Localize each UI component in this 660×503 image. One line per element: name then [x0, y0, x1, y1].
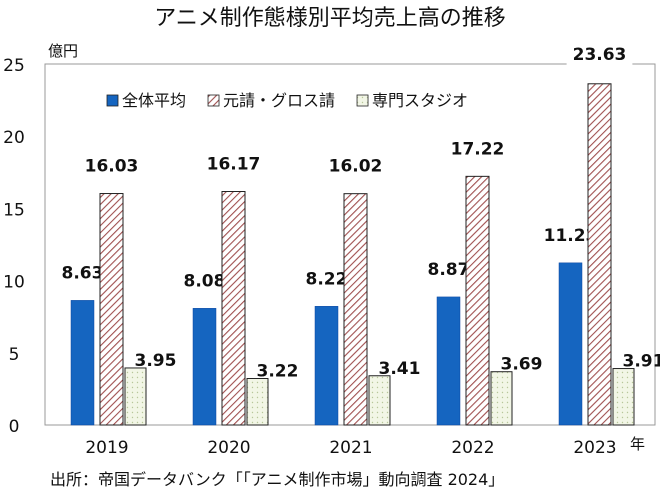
- source-note: 出所：帝国データバンク「「アニメ制作市場」動向調査 2024」: [50, 470, 504, 489]
- data-label: 3.91: [623, 352, 660, 372]
- bar-overall-2020: [192, 308, 217, 426]
- data-label: 16.02: [329, 157, 383, 177]
- y-tick-label: 20: [3, 128, 25, 148]
- legend-swatch: [356, 94, 369, 107]
- legend-label: 元請・グロス請: [223, 91, 335, 110]
- legend-label: 専門スタジオ: [372, 91, 468, 110]
- bar-overall-2023: [558, 262, 583, 426]
- bar-prime-2023: [587, 83, 612, 426]
- data-label: 17.22: [451, 139, 505, 159]
- data-label: 8.63: [62, 263, 104, 283]
- bar-studio-2022: [490, 371, 513, 426]
- y-tick-label: 25: [3, 56, 25, 76]
- y-axis-unit: 億円: [48, 42, 78, 60]
- label-background: [566, 44, 633, 65]
- bar-studio-2019: [124, 367, 147, 426]
- bar-prime-2020: [221, 191, 246, 426]
- x-tick-label: 2020: [207, 438, 250, 458]
- data-label: 8.87: [428, 260, 470, 280]
- bar-studio-2021: [368, 375, 391, 426]
- x-tick-label: 2022: [451, 438, 494, 458]
- x-axis-unit: 年: [630, 435, 645, 453]
- y-tick-label: 10: [3, 273, 25, 293]
- bar-studio-2023: [612, 368, 635, 426]
- data-label: 11.23: [544, 226, 598, 246]
- x-tick-label: 2023: [573, 438, 616, 458]
- y-tick-label: 15: [3, 200, 25, 220]
- bar-prime-2019: [99, 193, 124, 426]
- bar-overall-2021: [314, 306, 339, 426]
- data-label: 3.69: [501, 355, 543, 375]
- x-tick-label: 2019: [85, 438, 128, 458]
- bar-overall-2019: [70, 300, 95, 426]
- data-label: 8.22: [306, 269, 348, 289]
- bar-studio-2020: [246, 378, 269, 426]
- bar-prime-2022: [465, 175, 490, 426]
- data-label: 16.03: [85, 157, 139, 177]
- data-label: 3.41: [379, 359, 421, 379]
- data-label: 3.22: [257, 362, 299, 382]
- chart-title: アニメ制作態様別平均売上高の推移: [154, 6, 506, 31]
- y-tick-label: 0: [9, 417, 20, 437]
- y-tick-label: 5: [9, 345, 20, 365]
- bar-prime-2021: [343, 193, 368, 426]
- legend-label: 全体平均: [122, 91, 186, 110]
- data-label: 16.17: [207, 155, 261, 175]
- legend-swatch: [106, 94, 119, 107]
- data-label: 23.63: [573, 45, 627, 65]
- data-label: 8.08: [184, 271, 226, 291]
- x-tick-label: 2021: [329, 438, 372, 458]
- bar-overall-2022: [436, 296, 461, 426]
- legend-swatch: [207, 94, 220, 107]
- data-label: 3.95: [135, 351, 177, 371]
